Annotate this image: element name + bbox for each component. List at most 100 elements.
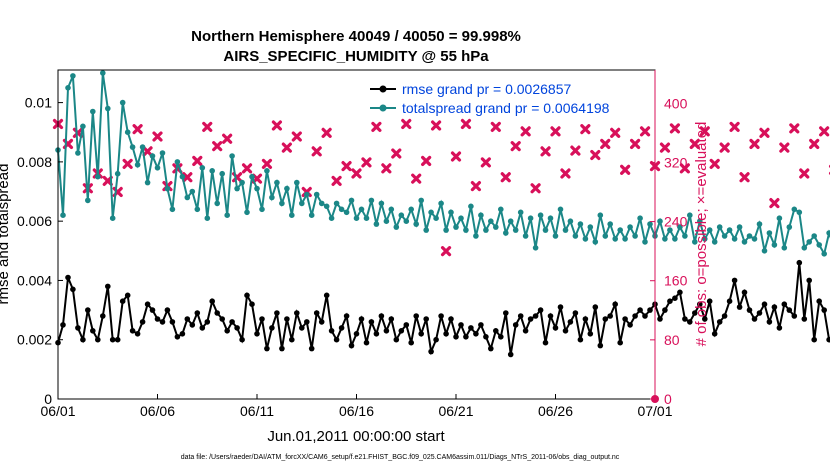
rmse-point [114,336,121,343]
totalspread-point [274,179,280,186]
rmse-point [239,336,245,343]
totalspread-point [368,197,375,204]
totalspread-point [552,233,559,239]
totalspread-point [562,227,569,233]
totalspread-point [373,221,380,227]
totalspread-point [692,239,698,245]
totalspread-point [304,191,310,198]
rmse-point [299,325,305,331]
rmse-point [80,336,86,343]
rmse-point [637,307,643,313]
rmse-point [503,310,509,316]
rmse-point [697,301,703,308]
rmse-point [766,319,773,325]
rmse-point [607,313,613,319]
totalspread-point [383,218,390,224]
rmse-point [706,298,713,305]
rmse-point [662,307,668,313]
totalspread-point [279,200,285,207]
rmse-point [95,336,101,343]
rmse-point [224,328,230,334]
totalspread-point [284,185,290,192]
totalspread-point [711,239,718,245]
y-axis-left: 0 0.002 0.004 0.006 0.008 0.01 [17,95,63,407]
rmse-point [587,331,594,337]
totalspread-point [602,233,609,239]
rmse-point [702,316,708,322]
obs-point [500,172,511,183]
rmse-point [393,336,400,343]
obs-point [580,124,591,135]
rmse-point [826,336,830,343]
obs-point [152,131,163,142]
obs-point [142,146,153,157]
rmse-point [109,336,116,343]
rmse-point [493,328,499,334]
totalspread-point [607,221,613,227]
rmse-point [488,345,494,352]
obs-point [540,146,551,157]
rmse-point [264,345,270,352]
totalspread-point [821,251,827,257]
rmse-point [363,339,370,346]
rmse-point [567,319,574,325]
totalspread-point [687,212,693,218]
obs-point [570,145,581,156]
totalspread-point [199,165,206,171]
rmse-point [483,334,489,340]
totalspread-point [542,227,549,233]
rmse-point [209,298,215,305]
totalspread-point [308,212,315,218]
rmse-point [199,325,206,331]
totalspread-point [244,209,250,216]
totalspread-series [55,70,830,257]
totalspread-point [522,233,529,239]
totalspread-point [796,209,803,216]
y-left-tick-label: 0.002 [17,332,52,348]
totalspread-point [139,144,146,150]
rmse-point [542,339,549,346]
rmse-point [234,325,240,331]
rmse-point [304,319,310,325]
totalspread-point [761,248,768,254]
rmse-point [751,316,758,322]
rmse-point [378,313,385,319]
rmse-point [597,342,604,349]
totalspread-point [413,221,420,227]
rmse-point [139,319,146,325]
footnote: data file: /Users/raeder/DAI/ATM_forcXX/… [181,454,620,461]
totalspread-point [617,227,623,233]
rmse-point [313,310,320,316]
totalspread-point [826,230,830,236]
y-right-tick-label: 80 [664,332,680,348]
obs-point [222,133,233,144]
rmse-point [169,319,176,325]
totalspread-point [751,236,758,242]
y-left-tick-label: 0.01 [25,95,52,111]
totalspread-point [65,85,71,91]
totalspread-point [657,218,663,224]
rmse-point [403,322,410,328]
totalspread-point [144,179,151,186]
rmse-point [408,339,415,346]
obs-point [779,142,790,153]
totalspread-point [189,188,196,195]
rmse-point [343,313,350,319]
totalspread-point [811,233,817,239]
totalspread-point [726,227,733,233]
rmse-point [428,348,434,355]
totalspread-point [179,173,186,180]
rmse-point [667,298,673,305]
totalspread-point [333,200,340,207]
totalspread-point [612,236,618,242]
totalspread-point [716,224,723,230]
obs-point [530,183,541,194]
totalspread-point [527,215,534,221]
totalspread-point [478,212,484,218]
y-axis-right: 0 80 160 240 320 400 [650,70,688,407]
rmse-point [463,334,469,340]
totalspread-point [109,215,116,221]
rmse-point [692,310,698,316]
totalspread-point [289,212,295,218]
